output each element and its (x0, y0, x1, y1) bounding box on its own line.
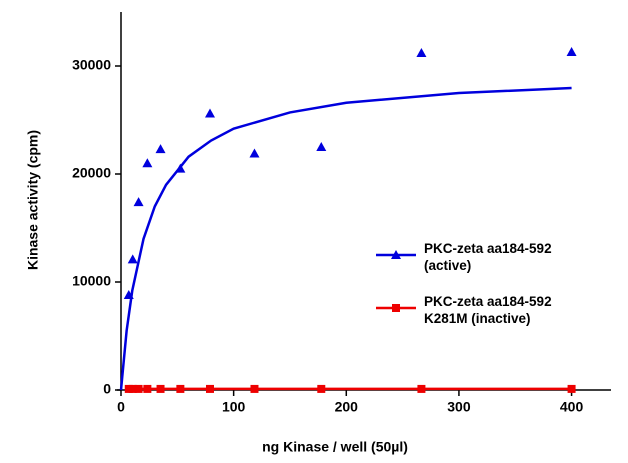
data-point (128, 384, 137, 393)
data-point (566, 46, 577, 56)
y-tick-label: 20000 (72, 165, 111, 181)
data-point (134, 384, 143, 393)
x-tick-label: 300 (447, 399, 471, 415)
y-tick-label: 10000 (72, 273, 111, 289)
data-point (156, 384, 165, 393)
data-point (316, 142, 327, 151)
x-tick-label: 200 (335, 399, 359, 415)
data-point (142, 158, 153, 168)
legend-marker (392, 304, 400, 312)
data-point (317, 384, 326, 393)
data-point (176, 384, 185, 393)
legend-label: PKC-zeta aa184-592 K281M (inactive) (424, 294, 552, 326)
x-tick-label: 100 (222, 399, 246, 415)
data-point (127, 254, 138, 264)
x-axis-label: ng Kinase / well (50µl) (262, 439, 408, 455)
y-axis-label: Kinase activity (cpm) (25, 130, 41, 270)
fit-curve (119, 86, 572, 391)
y-tick-label: 0 (103, 381, 111, 397)
data-point (205, 384, 214, 393)
data-point (133, 197, 144, 207)
data-point (567, 384, 576, 393)
data-point (250, 384, 259, 393)
data-point (175, 163, 186, 173)
legend-marker (391, 250, 401, 259)
data-point (417, 384, 426, 393)
data-point (155, 144, 166, 154)
x-tick-label: 400 (560, 399, 584, 415)
data-point (204, 108, 215, 118)
data-point (416, 48, 427, 58)
x-tick-label: 0 (117, 399, 125, 415)
data-point (123, 289, 134, 299)
y-tick-label: 30000 (72, 57, 111, 73)
data-point (143, 384, 152, 393)
data-point (249, 148, 260, 158)
legend-label: PKC-zeta aa184-592 (active) (424, 241, 552, 273)
